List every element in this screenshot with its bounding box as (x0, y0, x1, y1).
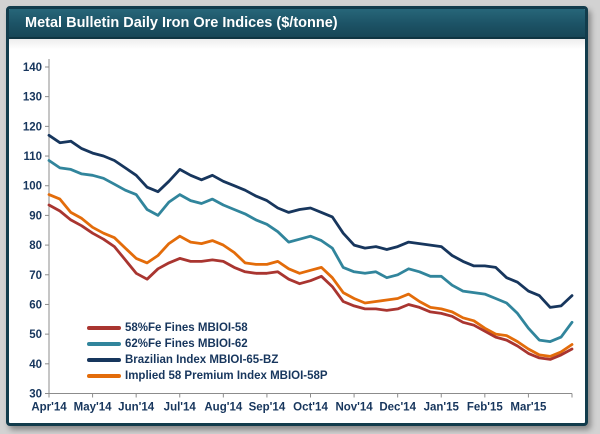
chart-title: Metal Bulletin Daily Iron Ore Indices ($… (25, 15, 338, 31)
legend-swatch (87, 326, 121, 330)
legend-item: 62%Fe Fines MBIOI-62 (87, 336, 328, 352)
x-tick-label: Oct'14 (293, 402, 328, 414)
y-tick-label: 90 (29, 210, 42, 222)
legend-label: 62%Fe Fines MBIOI-62 (125, 338, 248, 350)
chart-panel: Metal Bulletin Daily Iron Ore Indices ($… (6, 6, 588, 426)
x-tick-label: Nov'14 (335, 402, 373, 414)
series-line-1 (47, 203, 574, 361)
x-tick-label: Jan'15 (424, 402, 460, 414)
y-tick-label: 80 (29, 240, 42, 252)
y-tick-label: 70 (29, 270, 42, 282)
legend-label: Implied 58 Premium Index MBIOI-58P (125, 370, 328, 382)
series-line-3 (47, 133, 574, 309)
x-tick-label: Mar'15 (510, 402, 547, 414)
x-tick-label: May'14 (74, 402, 113, 414)
chart-area: 30 40 50 60 70 80 90 100 110 120 130 140 Apr'14 May'1… (9, 39, 585, 420)
legend-item: Brazilian Index MBIOI-65-BZ (87, 352, 328, 368)
legend-item: Implied 58 Premium Index MBIOI-58P (87, 368, 328, 384)
legend-label: Brazilian Index MBIOI-65-BZ (125, 354, 279, 366)
x-tick-label: Feb'15 (467, 402, 504, 414)
series-line-2 (47, 159, 574, 344)
y-tick-label: 60 (29, 299, 42, 311)
chart-title-bar: Metal Bulletin Daily Iron Ore Indices ($… (9, 9, 585, 39)
series-line-4 (47, 193, 574, 358)
y-tick-label: 100 (23, 181, 42, 193)
x-tick-label: Dec'14 (379, 402, 416, 414)
legend-item: 58%Fe Fines MBIOI-58 (87, 320, 328, 336)
y-tick-label: 120 (23, 121, 42, 133)
legend-swatch (87, 358, 121, 362)
y-tick-label: 30 (29, 389, 42, 401)
y-tick-label: 140 (23, 62, 42, 74)
legend-swatch (87, 374, 121, 378)
x-tick-label: Jun'14 (118, 402, 155, 414)
legend-swatch (87, 342, 121, 346)
y-tick-label: 130 (23, 92, 42, 104)
y-tick-label: 50 (29, 329, 42, 341)
x-tick-label: Sep'14 (249, 402, 286, 414)
legend-label: 58%Fe Fines MBIOI-58 (125, 322, 248, 334)
x-tick-label: Jul'14 (164, 402, 197, 414)
x-tick-label: Apr'14 (31, 402, 67, 414)
y-tick-label: 40 (29, 359, 42, 371)
iron-ore-index-chart: 30 40 50 60 70 80 90 100 110 120 130 140 Apr'14 May'1… (23, 59, 574, 414)
x-tick-label: Aug'14 (204, 402, 242, 414)
chart-legend: 58%Fe Fines MBIOI-58 62%Fe Fines MBIOI-62… (87, 320, 328, 384)
y-tick-label: 110 (23, 151, 42, 163)
